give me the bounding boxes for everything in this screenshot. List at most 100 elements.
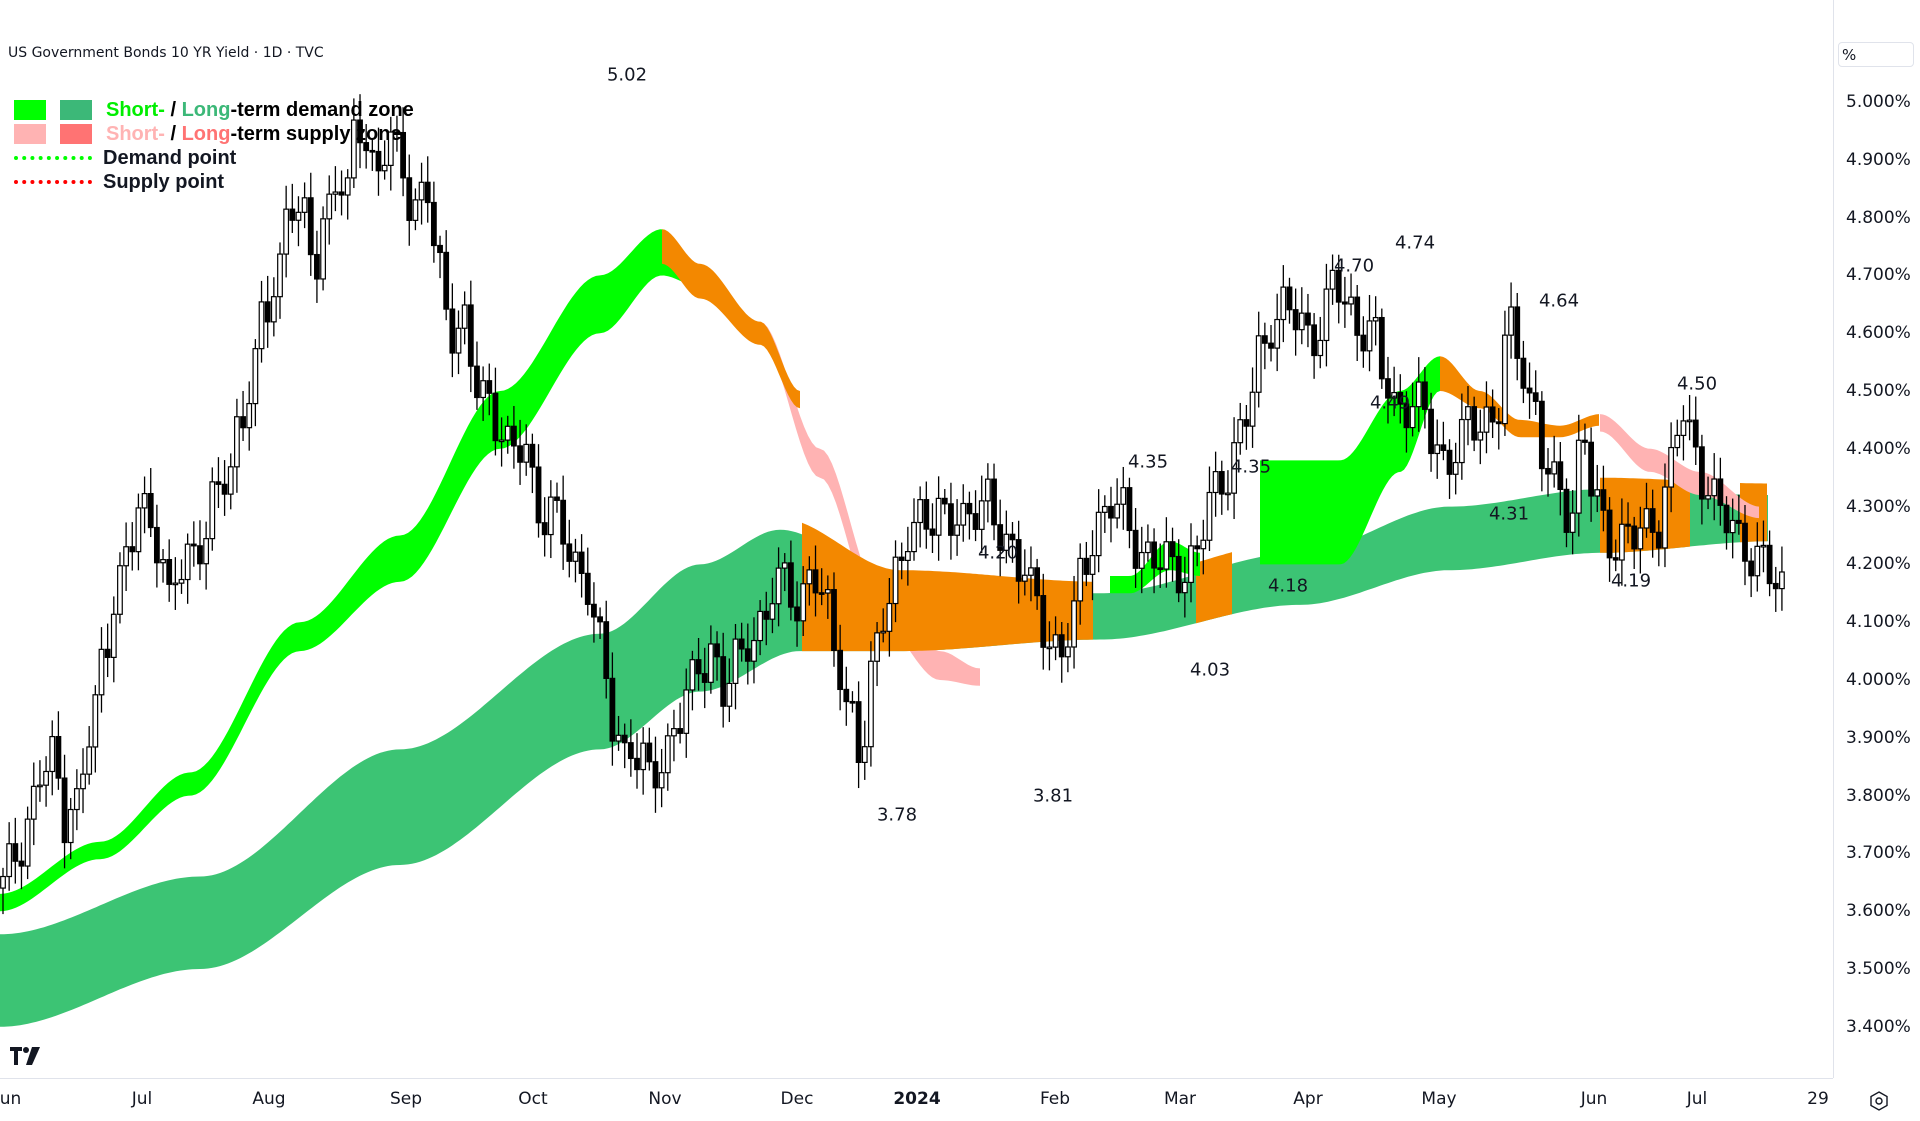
candle [1415, 357, 1422, 432]
price-tick-label: 3.700% [1846, 843, 1911, 864]
candle [357, 94, 363, 169]
candle [424, 156, 431, 223]
candle [1151, 528, 1157, 594]
candle [566, 519, 573, 578]
candle [664, 723, 671, 791]
time-axis[interactable]: Jun Jul Aug Sep Oct Nov Dec 2024 Feb Mar Apr May Jun… [0, 1078, 1833, 1121]
candle [307, 172, 314, 276]
candle [800, 566, 807, 636]
candle [695, 637, 702, 691]
candle [1514, 292, 1521, 381]
candle [246, 381, 253, 451]
price-tick-label: 3.400% [1846, 1016, 1911, 1037]
candle [960, 484, 967, 542]
time-tick-label: 29 [1807, 1089, 1829, 1109]
candle [1157, 543, 1164, 588]
candle [1335, 254, 1342, 324]
candle [1083, 541, 1090, 587]
candle [554, 482, 560, 513]
candle [701, 647, 708, 709]
candle [634, 733, 640, 789]
short-term-demand-zone [0, 229, 688, 912]
candle [769, 577, 776, 634]
price-annotation: 4.03 [1189, 659, 1231, 681]
candle [61, 754, 68, 869]
candle [707, 625, 714, 694]
candle [726, 658, 733, 723]
chart-plot-area[interactable] [0, 0, 1833, 1078]
price-annotation: 5.02 [606, 64, 648, 86]
candle [1280, 265, 1287, 343]
price-tick-label: 4.100% [1846, 612, 1911, 633]
price-tick-label: 4.600% [1846, 323, 1911, 344]
candle [1126, 477, 1133, 549]
overlap-zone [1196, 552, 1232, 624]
price-axis[interactable]: 5.000% 4.900% 4.800% 4.700% 4.600% 4.500% 4.40… [1833, 0, 1920, 1078]
candle [1637, 506, 1644, 574]
candle [794, 581, 800, 647]
candle [1772, 566, 1779, 612]
candle [104, 623, 111, 678]
candle [812, 545, 819, 617]
candle [203, 521, 210, 590]
candle [123, 522, 130, 591]
candle [1489, 389, 1496, 439]
candle [1231, 417, 1237, 520]
unit-selector[interactable]: % [1838, 42, 1914, 67]
price-tick-label: 3.600% [1846, 901, 1911, 922]
candle [991, 463, 997, 541]
candle [1169, 527, 1176, 582]
candle [523, 424, 530, 476]
candle [1495, 408, 1502, 450]
candle [1108, 486, 1114, 543]
candle [1077, 543, 1084, 625]
candle [49, 720, 56, 796]
candle [1662, 463, 1668, 568]
candle [1058, 622, 1065, 683]
candle [1612, 539, 1619, 572]
candle [775, 547, 782, 627]
candle [147, 468, 154, 538]
candle [1594, 464, 1601, 513]
candle [412, 188, 419, 231]
candle [787, 540, 794, 621]
candle [270, 277, 277, 337]
candle [1311, 313, 1318, 379]
time-tick-label: Sep [389, 1089, 423, 1109]
candle [221, 460, 228, 516]
candle [615, 715, 622, 751]
candle [855, 681, 862, 789]
legend-swatch [14, 100, 46, 120]
candle [744, 623, 751, 685]
candle [1440, 421, 1447, 461]
candle [1237, 402, 1244, 455]
settings-gear-icon[interactable] [1869, 1091, 1889, 1111]
candle [948, 482, 954, 560]
candle [6, 822, 13, 891]
candle [381, 140, 388, 180]
candle [135, 493, 142, 571]
candle [757, 600, 764, 656]
tradingview-logo-icon[interactable] [10, 1047, 42, 1065]
candle [252, 339, 259, 427]
candle [1532, 370, 1539, 415]
time-tick-label: 2024 [893, 1089, 941, 1109]
candle [92, 685, 99, 773]
legend-label: Supply point [103, 171, 225, 193]
candle [978, 475, 985, 554]
candle [73, 769, 80, 831]
candle [1483, 381, 1490, 454]
candle [1095, 489, 1102, 573]
time-tick-label: Jun [1580, 1089, 1608, 1109]
candle [1403, 391, 1410, 453]
candle [1138, 526, 1145, 594]
price-tick-label: 4.200% [1846, 554, 1911, 575]
candle [1341, 276, 1348, 328]
candle [480, 366, 487, 421]
candle [720, 632, 727, 728]
candle [1458, 393, 1465, 480]
time-tick-label: Jul [1686, 1089, 1708, 1109]
candle [572, 538, 579, 583]
candle [874, 622, 880, 687]
candle [1754, 522, 1761, 592]
